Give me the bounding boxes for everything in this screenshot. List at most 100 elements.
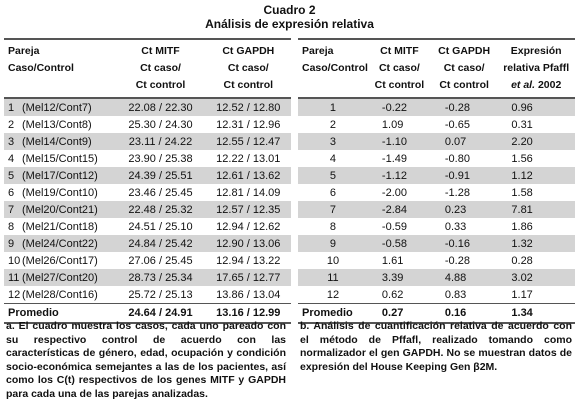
cell: 12.61 / 13.62 [205, 167, 291, 184]
pair: (Mel26/Cont17) [22, 254, 98, 267]
cell: 4 (Mel15/Cont15) [4, 150, 115, 167]
cell: 12.94 / 12.62 [216, 220, 281, 233]
header-line: Ct control [223, 79, 274, 91]
cell: -1.12 [367, 167, 431, 184]
header-line: Ct control [374, 79, 425, 91]
column-header: Ct MITF Ct caso/Ct control [367, 38, 431, 99]
row-number: 5 [8, 169, 15, 182]
header-line: Pareja [8, 45, 40, 57]
cell: 23.90 / 25.38 [128, 152, 193, 165]
cell: 8 (Mel21/Cont18) [4, 218, 115, 235]
cell: 24.39 / 25.51 [115, 167, 206, 184]
cell: 24.64 / 24.91 [115, 303, 206, 324]
cell: 0.28 [511, 254, 533, 267]
cell: 1.17 [511, 288, 533, 301]
pair: (Mel21/Cont18) [22, 220, 98, 233]
pair: (Mel17/Cont12) [22, 169, 98, 182]
cell: 12.90 / 13.06 [205, 235, 291, 252]
table-row: 9 -0.58 -0.16 1.32 [298, 235, 575, 252]
pair: (Mel12/Cont7) [22, 101, 92, 114]
cell: 12 [326, 288, 340, 301]
row-number: 10 [8, 254, 21, 267]
cell: -0.28 [430, 98, 498, 116]
header-line: Expresión [510, 45, 562, 57]
cell: 1.34 [497, 303, 575, 324]
cell: 5 (Mel17/Cont12) [4, 167, 116, 184]
header-line: Ct GAPDH [438, 45, 491, 57]
pair: (Mel27/Cont20) [22, 271, 98, 284]
cell: -0.91 [430, 167, 498, 184]
cell: 2 [329, 118, 337, 131]
cell: 0.23 [430, 201, 498, 218]
cell: 22.08 / 22.30 [115, 98, 206, 116]
header-italic: et al. [511, 79, 536, 91]
row-number: 6 [8, 186, 15, 199]
header-line: Ct control [439, 79, 489, 91]
total-row: Promedio 0.27 0.16 1.34 [298, 303, 575, 324]
cell: 6 [329, 186, 337, 199]
cell: 0.83 [444, 288, 467, 301]
cell: 1.56 [511, 152, 533, 165]
cell: 1.32 [497, 235, 575, 252]
table-b: Pareja Caso/Control Ct MITF Ct caso/Ct cont… [298, 38, 575, 324]
pair: (Mel19/Cont10) [22, 186, 98, 199]
cell: 12.31 / 12.96 [216, 118, 281, 131]
cell: 3.39 [367, 269, 431, 286]
cell: Promedio [298, 303, 368, 324]
cell: 22.48 / 25.32 [115, 201, 206, 218]
cell: -0.22 [367, 98, 431, 116]
column-header: Pareja Caso/Control [4, 38, 116, 99]
table-row: 7 (Mel20/Cont21) 22.48 / 25.32 12.57 / 12.3… [4, 201, 291, 218]
header-line: Ct GAPDH [222, 45, 275, 57]
cell: 0.16 [430, 303, 498, 324]
cell: 27.06 / 25.45 [128, 254, 193, 267]
note-a: a. El cuadro muestra los casos, cada uno… [6, 320, 286, 400]
cell: 12.81 / 14.09 [216, 186, 281, 199]
table-row: 9 (Mel24/Cont22) 24.84 / 25.42 12.90 / 13.0… [4, 235, 291, 252]
table-row: 1 (Mel12/Cont7) 22.08 / 22.30 12.52 / 12.80 [4, 98, 291, 116]
cell: 2 (Mel13/Cont8) [4, 116, 115, 133]
column-header: Ct GAPDH Ct caso/Ct control [205, 38, 291, 99]
cell: 12.52 / 12.80 [205, 98, 291, 116]
cell: -1.49 [381, 152, 407, 165]
cell: 4.88 [430, 269, 498, 286]
cell: -2.84 [367, 201, 431, 218]
cell: 12.22 / 13.01 [216, 152, 281, 165]
row-number: 7 [8, 203, 15, 216]
pair: (Mel14/Cont9) [22, 135, 92, 148]
note-b: b. Análisis de cuantificación relativa d… [300, 320, 572, 373]
cell: 1 (Mel12/Cont7) [4, 98, 116, 116]
cell: 25.72 / 25.13 [128, 288, 193, 301]
table-row: 10 1.61 -0.28 0.28 [298, 252, 575, 269]
cell: 23.11 / 24.22 [115, 133, 206, 150]
cell: 12.57 / 12.35 [205, 201, 291, 218]
row-number: 2 [8, 118, 15, 131]
cell: 24.84 / 25.42 [115, 235, 206, 252]
cell: 13.86 / 13.04 [216, 288, 281, 301]
cell: 28.73 / 25.34 [115, 269, 206, 286]
table-a: Pareja Caso/Control Ct MITF Ct caso/Ct cont… [4, 38, 291, 324]
header-line: Ct caso/ [227, 62, 269, 74]
header-line: Caso/Control [8, 62, 74, 74]
cell: 0.31 [511, 118, 533, 131]
subtitle: Análisis de expresión relativa [205, 17, 374, 31]
table-row: 2 1.09 -0.65 0.31 [298, 116, 575, 133]
cell: 1.09 [381, 118, 404, 131]
row-number: 1 [8, 101, 15, 114]
cell: 9 (Mel24/Cont22) [4, 235, 116, 252]
cell: -2.00 [381, 186, 407, 199]
column-header: Expresión relativa Pfaffl et al. 2002 [497, 38, 575, 99]
cell: -0.80 [444, 152, 470, 165]
header-line: Ct MITF [141, 45, 180, 57]
table-row: 5 -1.12 -0.91 1.12 [298, 167, 575, 184]
column-header: Pareja Caso/Control [298, 38, 368, 99]
cell: 13.16 / 12.99 [205, 303, 291, 324]
header-line: Ct caso/ [140, 62, 181, 74]
cell: 0.62 [381, 288, 404, 301]
row-number: 11 [8, 271, 20, 284]
header-line: Caso/Control [302, 62, 368, 74]
title: Cuadro 2 [263, 3, 316, 17]
cell: -0.28 [444, 254, 470, 267]
table-row: 5 (Mel17/Cont12) 24.39 / 25.51 12.61 / 13.6… [4, 167, 291, 184]
